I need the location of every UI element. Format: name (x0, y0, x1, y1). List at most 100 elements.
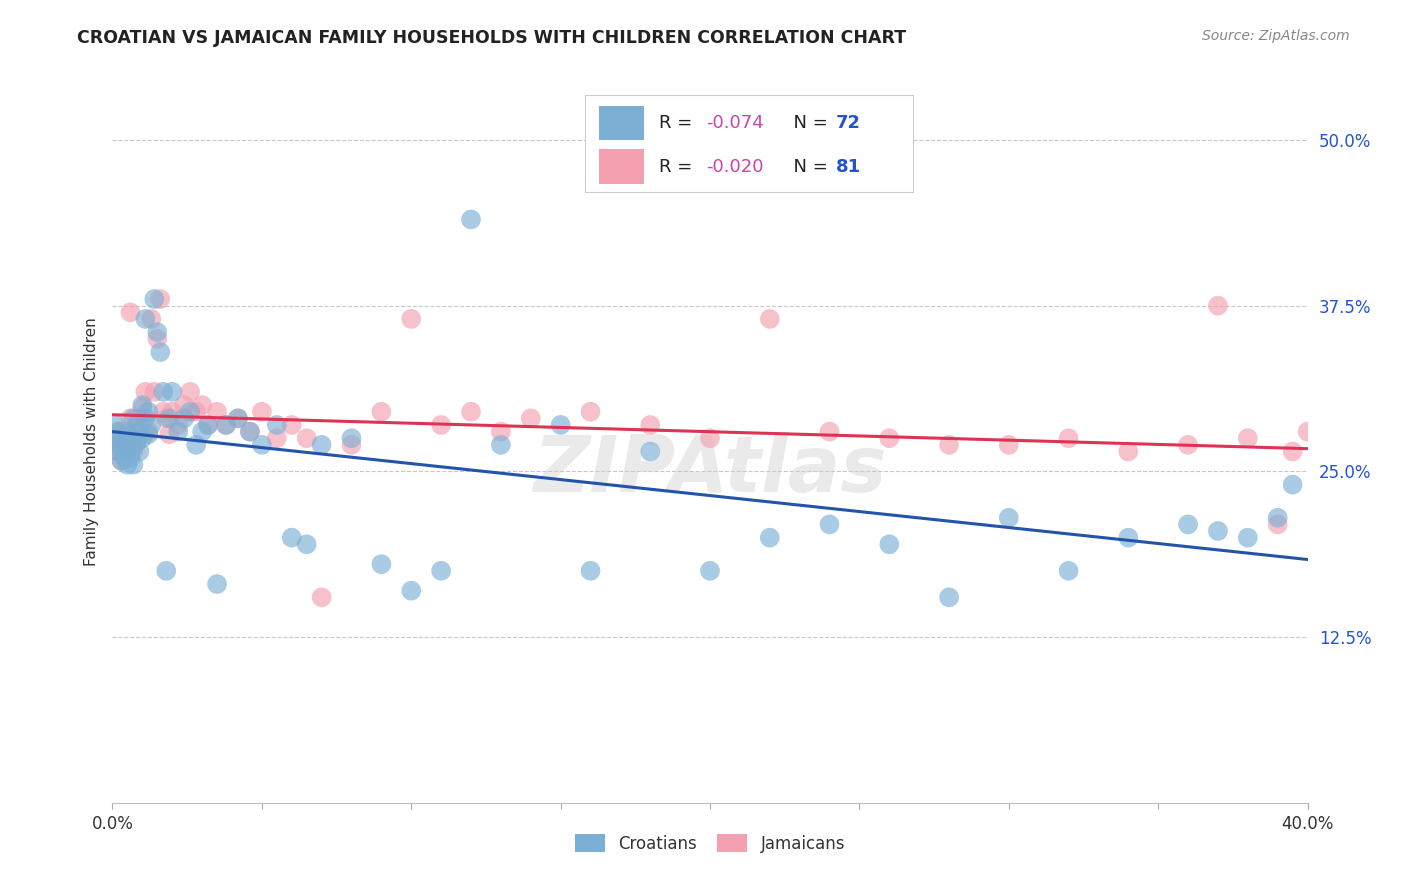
Point (186, 438, 208, 452)
Text: R =: R = (658, 158, 697, 176)
Point (1386, 438, 1406, 452)
Text: CROATIAN VS JAMAICAN FAMILY HOUSEHOLDS WITH CHILDREN CORRELATION CHART: CROATIAN VS JAMAICAN FAMILY HOUSEHOLDS W… (77, 29, 907, 46)
Point (128, 427, 150, 442)
Point (370, 557, 392, 571)
Legend: Croatians, Jamaicans: Croatians, Jamaicans (568, 828, 852, 860)
Text: ZIPAtlas: ZIPAtlas (533, 433, 887, 508)
Point (155, 411, 177, 425)
Point (489, 438, 512, 452)
Point (149, 292, 172, 306)
Point (311, 438, 333, 452)
Point (138, 427, 160, 442)
Point (114, 441, 135, 455)
Point (114, 441, 135, 455)
Point (157, 411, 180, 425)
Point (340, 438, 363, 452)
Point (152, 405, 174, 419)
Point (134, 384, 156, 399)
Point (401, 583, 423, 598)
Point (266, 431, 288, 445)
Point (401, 312, 423, 326)
Point (131, 417, 153, 432)
Point (117, 444, 139, 458)
Point (818, 425, 841, 439)
Point (215, 417, 238, 432)
FancyBboxPatch shape (599, 149, 644, 184)
Point (215, 417, 238, 432)
Point (520, 411, 543, 425)
Point (122, 441, 145, 455)
Text: N =: N = (782, 114, 834, 132)
Point (179, 405, 201, 419)
Point (107, 441, 129, 455)
FancyBboxPatch shape (599, 105, 644, 140)
Point (550, 417, 572, 432)
Point (281, 417, 304, 432)
Point (295, 431, 318, 445)
Point (125, 417, 148, 432)
Point (120, 451, 142, 466)
Point (131, 398, 153, 412)
Point (1392, 444, 1406, 458)
Point (205, 577, 228, 591)
Point (131, 401, 153, 415)
Point (1118, 531, 1140, 545)
Point (107, 425, 129, 439)
Point (117, 458, 139, 472)
Point (143, 292, 166, 306)
Point (117, 431, 139, 445)
Point (1057, 431, 1080, 445)
Point (128, 444, 150, 458)
Text: 72: 72 (835, 114, 860, 132)
Point (128, 411, 150, 425)
Point (173, 411, 195, 425)
Point (579, 405, 602, 419)
Point (226, 411, 249, 425)
Text: N =: N = (782, 158, 834, 176)
Point (120, 411, 142, 425)
Point (311, 591, 333, 605)
Point (460, 405, 482, 419)
Point (640, 417, 662, 432)
Point (1177, 517, 1199, 532)
Point (879, 537, 901, 551)
Text: -0.074: -0.074 (706, 114, 765, 132)
Point (1281, 444, 1303, 458)
Point (173, 398, 195, 412)
Point (157, 427, 180, 442)
Point (107, 425, 129, 439)
Point (167, 417, 190, 432)
Point (128, 425, 150, 439)
Point (266, 417, 288, 432)
Point (120, 431, 142, 445)
Point (370, 405, 392, 419)
Point (152, 384, 174, 399)
Point (1118, 444, 1140, 458)
Point (1237, 531, 1260, 545)
Point (239, 425, 262, 439)
Point (122, 444, 145, 458)
Point (1368, 431, 1391, 445)
Point (489, 425, 512, 439)
Point (1206, 299, 1229, 313)
Point (125, 435, 148, 450)
Point (125, 417, 148, 432)
Point (131, 431, 153, 445)
Point (122, 458, 145, 472)
Y-axis label: Family Households with Children: Family Households with Children (83, 318, 98, 566)
Point (430, 417, 453, 432)
Point (1206, 524, 1229, 538)
Point (104, 431, 127, 445)
Point (430, 564, 453, 578)
Point (110, 431, 132, 445)
Point (1350, 438, 1372, 452)
Point (759, 312, 782, 326)
Point (250, 405, 273, 419)
Point (1362, 630, 1385, 644)
Point (141, 417, 163, 432)
Point (104, 417, 127, 432)
Point (125, 435, 148, 450)
Text: 81: 81 (835, 158, 860, 176)
Point (1312, 438, 1334, 452)
Point (141, 312, 163, 326)
